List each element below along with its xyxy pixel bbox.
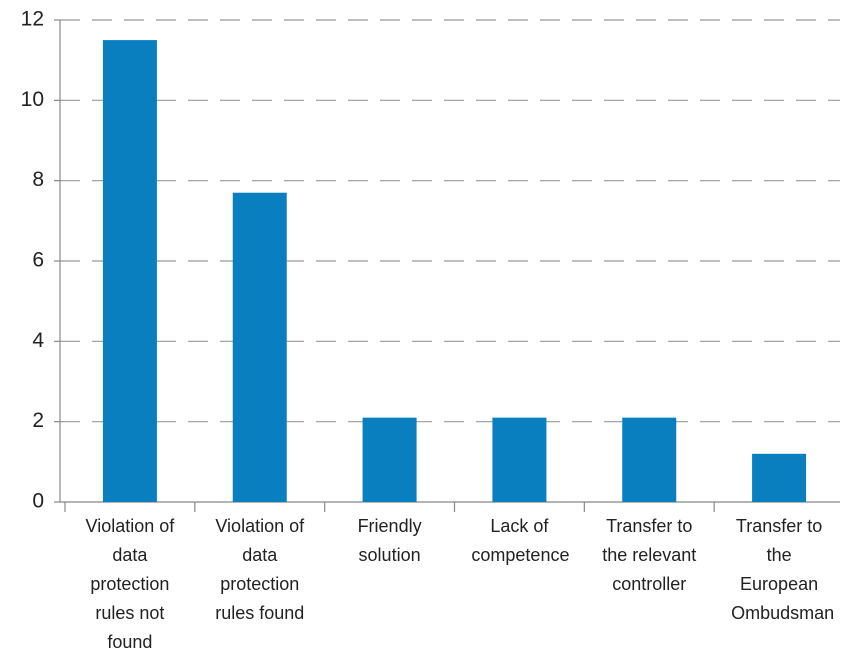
x-tick-label: Transfer to the European Ombudsman bbox=[731, 516, 835, 623]
y-tick-label: 8 bbox=[32, 168, 44, 191]
x-tick-label: Friendly solution bbox=[357, 516, 422, 565]
y-tick-label: 12 bbox=[21, 8, 44, 31]
y-tick-label: 10 bbox=[21, 88, 44, 111]
x-tick-label: Violation of data protection rules not f… bbox=[85, 516, 175, 652]
y-tick-label: 0 bbox=[32, 490, 44, 513]
bar bbox=[492, 417, 547, 502]
x-tick-label: Violation of data protection rules found bbox=[215, 516, 305, 623]
x-tick-label: Transfer to the relevant controller bbox=[602, 516, 697, 594]
bar bbox=[232, 192, 287, 502]
bar bbox=[102, 40, 157, 502]
y-tick-label: 2 bbox=[32, 409, 44, 432]
bar bbox=[622, 417, 677, 502]
y-tick-label: 6 bbox=[32, 249, 44, 272]
y-tick-label: 4 bbox=[32, 329, 44, 352]
bar bbox=[362, 417, 417, 502]
bar bbox=[752, 453, 807, 502]
x-tick-label: Lack of competence bbox=[471, 516, 570, 565]
